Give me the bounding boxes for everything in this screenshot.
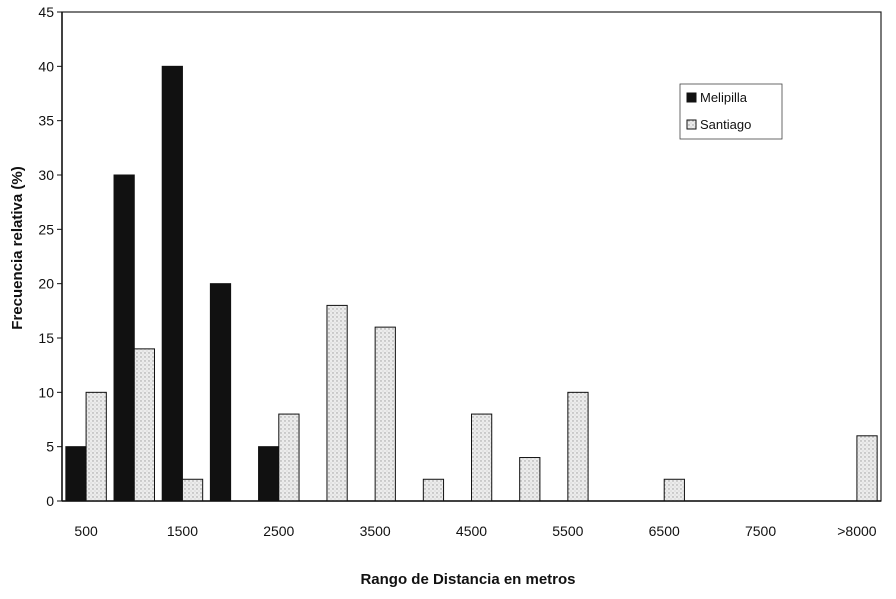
x-tick-label: 6500 <box>649 523 680 539</box>
legend-swatch-melipilla <box>686 92 697 103</box>
bar-melipilla-1500 <box>161 65 183 502</box>
bar-santiago-5000 <box>519 457 541 502</box>
x-axis-title: Rango de Distancia en metros <box>360 571 575 588</box>
legend-box <box>679 83 783 140</box>
bar-melipilla-2000 <box>209 283 232 502</box>
bar-santiago-2500 <box>278 413 300 502</box>
y-tick-label: 25 <box>38 221 54 237</box>
x-axis-ticks: 500 1500 2500 3500 4500 5500 6500 7500 >8000 <box>74 523 876 539</box>
bar-melipilla-500 <box>65 446 87 502</box>
x-tick-label: >8000 <box>837 523 877 539</box>
x-tick-label: 500 <box>74 523 98 539</box>
legend-label-santiago: Santiago <box>700 117 751 132</box>
bar-santiago-500 <box>85 391 107 502</box>
y-axis-title: Frecuencia relativa (%) <box>9 166 26 329</box>
bar-santiago-3000 <box>326 304 348 502</box>
bars-group <box>65 65 878 502</box>
bar-santiago-4000 <box>422 478 445 502</box>
legend: Melipilla Santiago <box>679 83 783 140</box>
bar-santiago-1000 <box>133 348 155 502</box>
y-axis-ticks: 0 5 10 15 20 25 30 35 40 45 <box>38 4 62 509</box>
bar-melipilla-1000 <box>113 174 135 502</box>
legend-label-melipilla: Melipilla <box>700 90 748 105</box>
bar-santiago-6500 <box>663 478 685 502</box>
y-tick-label: 15 <box>38 330 54 346</box>
y-tick-label: 0 <box>46 493 54 509</box>
y-tick-label: 45 <box>38 4 54 20</box>
x-tick-label: 2500 <box>263 523 294 539</box>
y-tick-label: 30 <box>38 167 54 183</box>
x-tick-label: 1500 <box>167 523 198 539</box>
bar-santiago-1500 <box>181 478 204 502</box>
x-tick-label: 5500 <box>552 523 583 539</box>
y-tick-label: 20 <box>38 276 54 292</box>
bar-santiago-5500 <box>567 391 589 502</box>
bar-santiago-3500 <box>374 326 396 502</box>
bar-santiago-4500 <box>471 413 493 502</box>
y-tick-label: 35 <box>38 113 54 129</box>
x-tick-label: 3500 <box>360 523 391 539</box>
bar-santiago->8000 <box>856 435 878 502</box>
bar-melipilla-2500 <box>258 446 280 502</box>
y-tick-label: 40 <box>38 58 54 74</box>
y-tick-label: 10 <box>38 384 54 400</box>
legend-swatch-santiago <box>686 119 697 130</box>
x-tick-label: 7500 <box>745 523 776 539</box>
y-tick-label: 5 <box>46 439 54 455</box>
x-tick-label: 4500 <box>456 523 487 539</box>
